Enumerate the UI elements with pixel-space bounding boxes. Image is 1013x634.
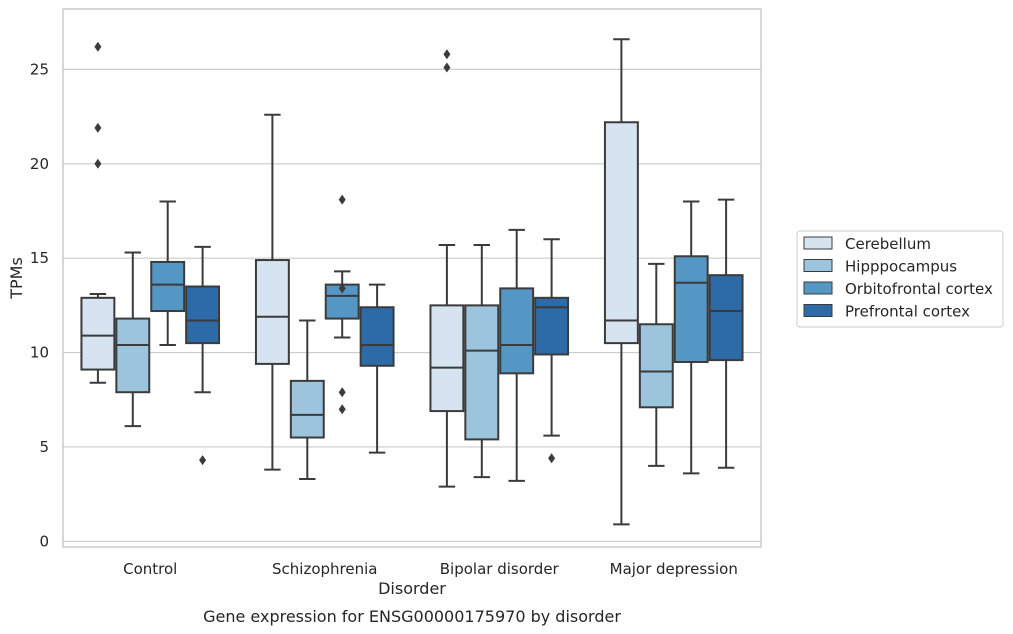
y-tick-label: 0 — [39, 532, 49, 550]
y-tick-label: 10 — [30, 344, 49, 362]
legend-label: Hipppocampus — [845, 258, 957, 276]
box-iqr — [465, 305, 498, 439]
chart-title: Gene expression for ENSG00000175970 by d… — [203, 607, 621, 626]
box-iqr — [675, 256, 708, 362]
box-iqr — [361, 307, 394, 366]
box-iqr — [151, 262, 184, 311]
legend-label: Cerebellum — [845, 235, 931, 253]
legend-swatch — [804, 260, 832, 272]
y-axis-label: TPMs — [7, 257, 26, 300]
legend-label: Orbitofrontal cortex — [845, 280, 993, 298]
y-tick-label: 15 — [30, 249, 49, 267]
y-tick-label: 5 — [39, 438, 49, 456]
legend: Cerebellum Hipppocampus Orbitofrontal cort… — [797, 231, 1003, 327]
box-iqr — [605, 122, 638, 343]
box-iqr — [81, 298, 114, 370]
legend-swatch — [804, 282, 832, 294]
legend-swatch — [804, 237, 832, 249]
y-tick-label: 25 — [30, 60, 49, 78]
box-iqr — [430, 305, 463, 411]
box-iqr — [116, 319, 149, 393]
box-iqr — [256, 260, 289, 364]
box-iqr — [186, 286, 219, 343]
x-axis-label: Disorder — [378, 579, 446, 598]
legend-swatch — [804, 305, 832, 317]
x-tick-label: Major depression — [610, 560, 738, 578]
x-tick-label: Control — [123, 560, 177, 578]
y-tick-label: 20 — [30, 155, 49, 173]
boxplot-chart: 0 5 10 15 20 25 Control Schizophrenia Bipolar d… — [0, 0, 1013, 634]
x-tick-label: Schizophrenia — [272, 560, 377, 578]
legend-label: Prefrontal cortex — [845, 303, 970, 321]
box-iqr — [640, 324, 673, 407]
box-iqr — [291, 381, 324, 438]
box-iqr — [500, 288, 533, 373]
box-iqr — [710, 275, 743, 360]
x-tick-label: Bipolar disorder — [440, 560, 560, 578]
